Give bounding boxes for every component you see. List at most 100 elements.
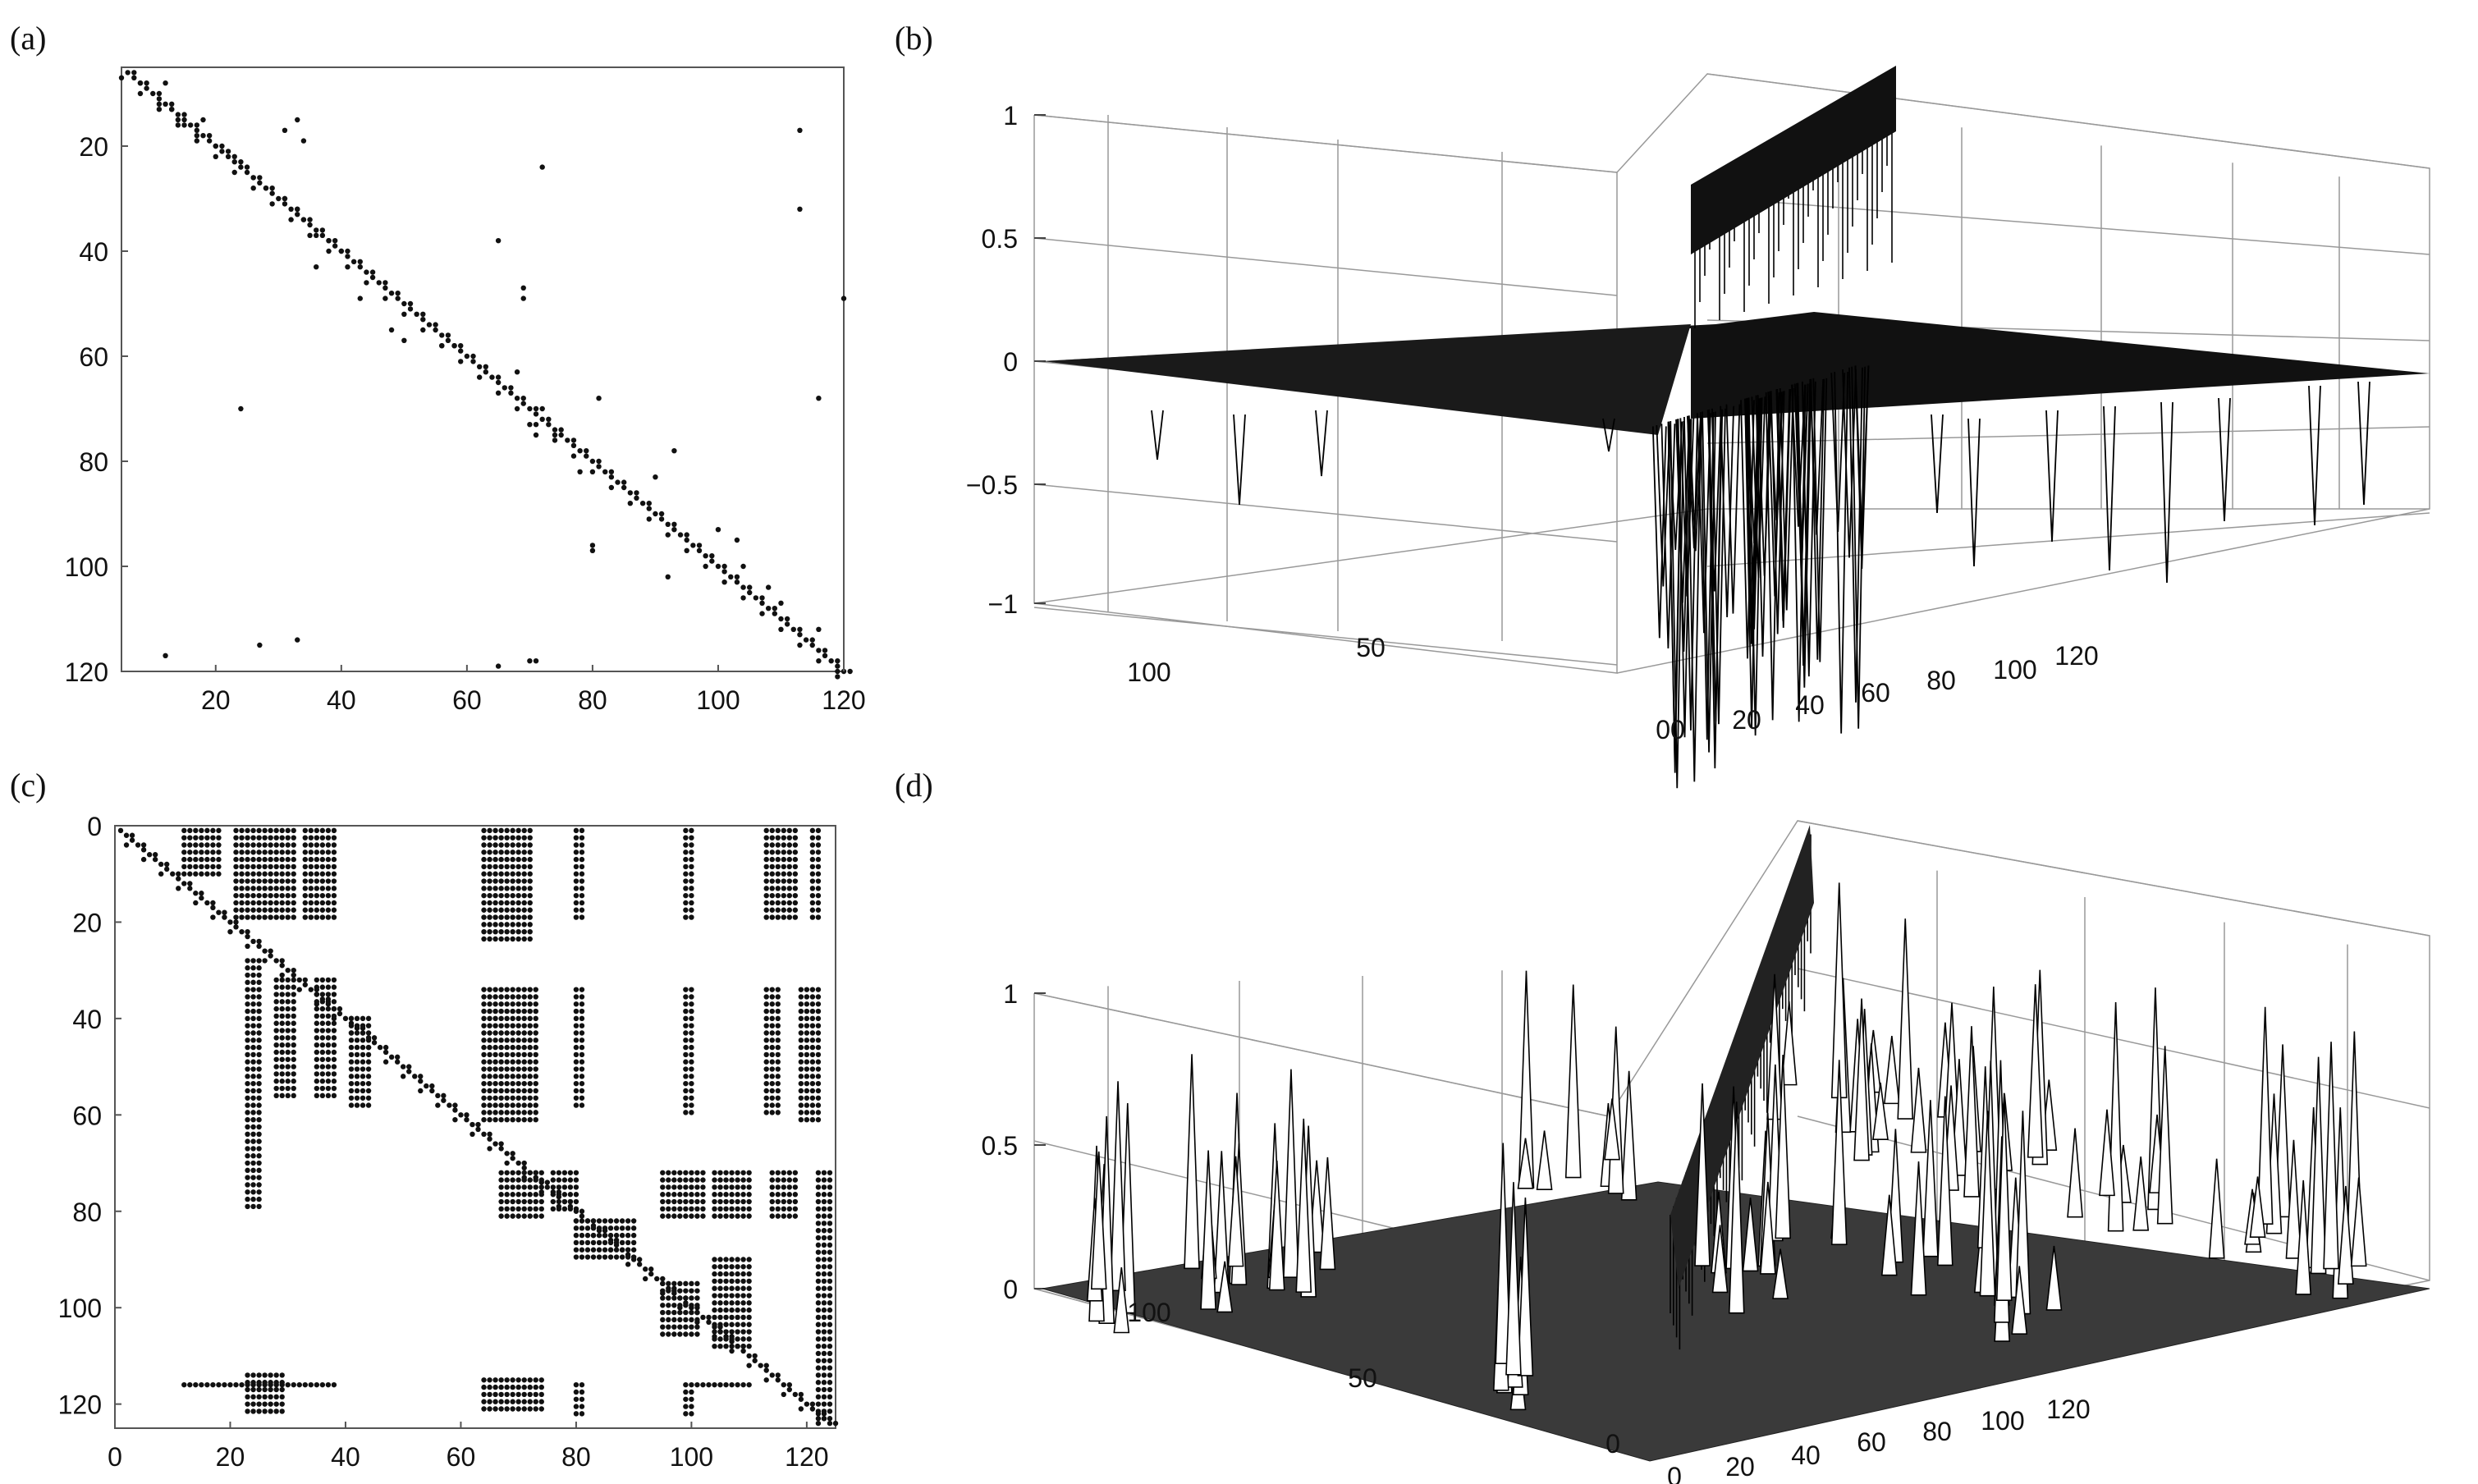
- spike: [1842, 369, 1857, 558]
- block-point: [291, 984, 296, 990]
- block-point: [666, 1213, 671, 1219]
- block-point: [740, 1321, 746, 1327]
- diag-point: [137, 90, 144, 97]
- block-point: [360, 1088, 366, 1094]
- block-point: [291, 1071, 296, 1077]
- block-point: [291, 1013, 296, 1019]
- block-point: [504, 1008, 510, 1015]
- block-point: [769, 1177, 775, 1183]
- block-point: [492, 1008, 498, 1015]
- diag-point: [510, 1151, 515, 1157]
- block-point: [683, 827, 689, 834]
- diag-point: [406, 1069, 412, 1074]
- block-point: [815, 892, 822, 899]
- block-point: [573, 1095, 579, 1101]
- block-point: [256, 1088, 262, 1094]
- block-point: [521, 835, 527, 840]
- diag-point: [433, 327, 438, 333]
- scatter-point: [181, 122, 187, 128]
- block-point: [694, 1206, 700, 1212]
- block-point: [285, 1071, 291, 1077]
- block-point: [815, 1044, 822, 1051]
- diag-point: [709, 553, 715, 559]
- spike: [1775, 389, 1791, 628]
- block-point: [683, 1280, 689, 1287]
- scatter-point: [300, 217, 307, 222]
- block-point: [769, 1037, 775, 1043]
- scatter-point: [533, 658, 539, 664]
- block-point: [481, 1080, 487, 1087]
- block-point: [689, 835, 694, 840]
- block-point: [677, 1295, 683, 1301]
- block-point: [279, 827, 285, 834]
- block-point: [527, 1384, 533, 1390]
- block-point: [279, 886, 285, 891]
- block-point: [567, 1184, 574, 1190]
- diag-point: [407, 306, 414, 312]
- diag-point: [636, 1257, 643, 1262]
- block-point: [781, 856, 786, 863]
- diag-point: [498, 1141, 504, 1147]
- block-point: [815, 1192, 822, 1198]
- block-point: [291, 1005, 296, 1012]
- block-point: [792, 871, 799, 877]
- scatter-point: [439, 343, 445, 349]
- block-point: [740, 1213, 746, 1219]
- block-point: [291, 886, 296, 891]
- block-point: [538, 1406, 544, 1412]
- block-point: [308, 856, 314, 863]
- block-point: [573, 850, 579, 855]
- block-point: [504, 1391, 510, 1398]
- scatter-point: [156, 101, 163, 107]
- block-point: [365, 1030, 372, 1036]
- block-point: [210, 1381, 216, 1388]
- block-point: [291, 1042, 296, 1048]
- diag-point: [452, 1107, 458, 1113]
- block-point: [683, 1317, 689, 1323]
- block-point: [521, 1008, 527, 1015]
- block-point: [660, 1206, 666, 1212]
- x-tick-label: 20: [201, 685, 231, 715]
- block-point: [262, 1380, 268, 1386]
- block-point: [273, 892, 279, 899]
- block-point: [510, 914, 515, 920]
- diag-point: [257, 175, 263, 181]
- block-point: [660, 1317, 666, 1323]
- block-point: [677, 1309, 683, 1316]
- block-point: [798, 1074, 804, 1079]
- block-point: [492, 892, 498, 899]
- block-point: [567, 1198, 574, 1205]
- block-point: [746, 1264, 752, 1270]
- block-point: [804, 1030, 810, 1036]
- block-point: [689, 856, 694, 863]
- z-tick-label: −0.5: [966, 470, 1018, 500]
- block-point: [245, 1196, 250, 1202]
- block-point: [515, 1015, 521, 1022]
- spike: [1233, 414, 1246, 506]
- grid-line: [1706, 196, 2430, 255]
- block-point: [498, 994, 504, 1000]
- block-point: [481, 1030, 487, 1036]
- block-point: [689, 1023, 694, 1028]
- block-point: [827, 1416, 833, 1422]
- block-point: [723, 1278, 729, 1285]
- block-point: [481, 900, 487, 906]
- block-point: [354, 1059, 360, 1065]
- block-point: [504, 1051, 510, 1058]
- block-point: [245, 1182, 250, 1188]
- block-point: [492, 1406, 498, 1412]
- block-point: [365, 1088, 372, 1094]
- block-point: [775, 1102, 781, 1108]
- diag-point: [487, 1136, 492, 1142]
- block-point: [607, 1247, 614, 1253]
- block-point: [683, 1324, 689, 1330]
- block-point: [573, 886, 579, 891]
- block-point: [666, 1177, 671, 1183]
- block-point: [821, 1408, 827, 1414]
- diag-point: [426, 322, 433, 327]
- block-point: [763, 1015, 769, 1022]
- spike: [1694, 1083, 1711, 1266]
- block-point: [619, 1254, 625, 1260]
- block-point: [821, 1336, 827, 1342]
- block-point: [666, 1288, 671, 1294]
